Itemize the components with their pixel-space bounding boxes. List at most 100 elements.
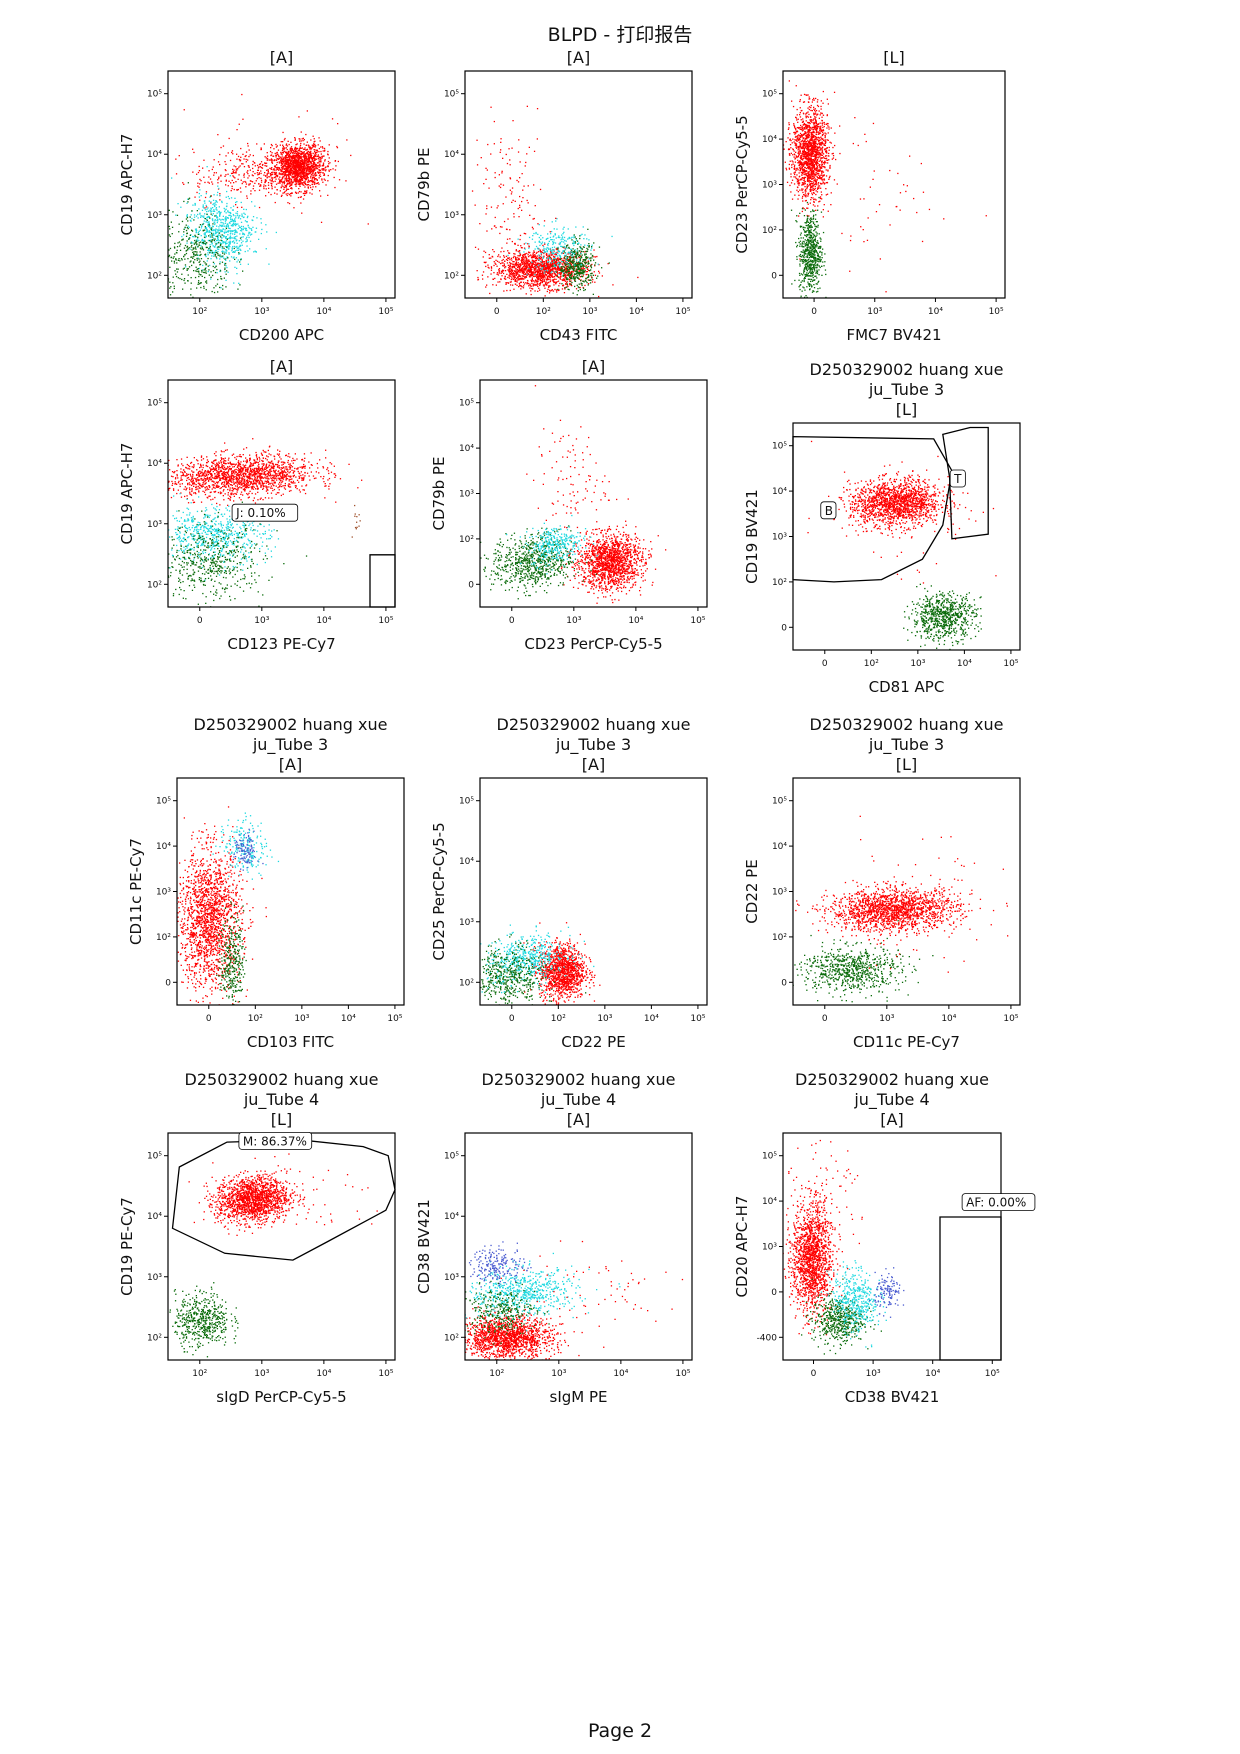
event-point: [185, 235, 188, 237]
event-point: [502, 262, 504, 264]
event-point: [260, 232, 262, 235]
event-point: [554, 275, 556, 278]
event-point: [557, 248, 559, 250]
event-point: [300, 202, 302, 204]
event-point: [282, 144, 284, 146]
event-point: [243, 173, 245, 175]
event-point: [302, 192, 305, 195]
y-tick-label: 10⁴: [147, 150, 162, 160]
event-point: [232, 233, 234, 235]
event-point: [194, 259, 196, 261]
event-point: [199, 264, 201, 266]
event-point: [584, 259, 586, 261]
event-point: [265, 179, 267, 181]
event-point: [541, 264, 543, 266]
event-point: [545, 249, 548, 251]
event-point: [509, 289, 511, 292]
event-point: [224, 267, 226, 269]
event-point: [504, 270, 507, 272]
event-point: [228, 211, 230, 214]
event-point: [213, 210, 216, 212]
event-point: [198, 233, 201, 235]
event-point: [239, 237, 242, 239]
event-point: [291, 188, 293, 190]
event-point: [549, 270, 551, 272]
event-point: [279, 144, 281, 146]
event-point: [547, 237, 549, 239]
event-point: [236, 158, 238, 160]
event-point: [307, 187, 309, 189]
event-point: [257, 169, 259, 171]
event-point: [527, 263, 529, 265]
event-point: [199, 178, 201, 181]
event-point: [567, 285, 569, 288]
event-point: [313, 145, 315, 147]
event-point: [505, 255, 508, 257]
event-point: [563, 279, 565, 282]
event-point: [292, 177, 295, 179]
event-point: [213, 229, 215, 231]
event-point: [245, 155, 247, 157]
event-point: [517, 265, 519, 267]
event-point: [524, 273, 527, 275]
event-point: [208, 246, 211, 249]
event-point: [568, 289, 570, 291]
event-point: [537, 270, 539, 272]
event-point: [320, 150, 322, 153]
event-point: [515, 249, 517, 251]
event-point: [314, 152, 316, 155]
event-point: [296, 176, 298, 179]
event-point: [541, 242, 543, 245]
event-point: [196, 173, 198, 175]
event-point: [577, 252, 579, 254]
event-point: [572, 261, 574, 263]
event-point: [266, 169, 268, 171]
event-point: [286, 178, 288, 180]
event-point: [304, 174, 306, 176]
event-point: [264, 175, 267, 177]
event-point: [232, 175, 234, 177]
event-point: [564, 274, 566, 276]
event-point: [184, 244, 187, 247]
event-point: [287, 177, 289, 179]
event-point: [281, 163, 283, 166]
event-point: [504, 276, 506, 278]
event-point: [204, 254, 207, 257]
event-point: [233, 242, 235, 244]
event-point: [295, 158, 297, 160]
event-point: [285, 174, 287, 176]
event-point: [528, 285, 530, 287]
event-point: [513, 277, 515, 279]
event-point: [284, 156, 286, 158]
event-point: [269, 179, 271, 181]
event-point: [211, 243, 213, 245]
event-point: [286, 166, 288, 169]
event-point: [544, 268, 547, 271]
event-point: [281, 181, 283, 183]
event-point: [196, 240, 198, 242]
event-point: [300, 183, 302, 185]
event-point: [575, 276, 578, 278]
event-point: [540, 270, 542, 273]
event-point: [304, 179, 307, 181]
event-point: [523, 272, 525, 274]
event-point: [565, 269, 567, 271]
event-point: [270, 147, 272, 149]
event-point: [554, 273, 557, 275]
event-point: [188, 238, 190, 240]
event-point: [205, 221, 207, 223]
event-point: [300, 176, 302, 178]
event-point: [208, 274, 210, 276]
event-point: [522, 262, 524, 264]
event-point: [206, 219, 208, 221]
event-point: [241, 163, 243, 165]
event-point: [525, 267, 527, 269]
event-point: [296, 166, 298, 168]
event-point: [271, 161, 273, 163]
event-point: [553, 284, 555, 286]
event-point: [310, 162, 313, 164]
event-point: [561, 252, 564, 254]
event-point: [305, 144, 308, 146]
event-point: [575, 273, 577, 275]
event-point: [205, 246, 207, 249]
